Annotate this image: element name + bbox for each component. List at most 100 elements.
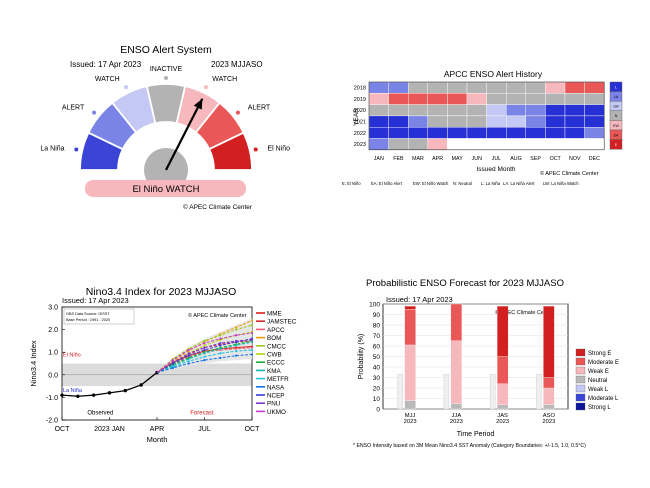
history-cell [447, 138, 468, 151]
history-cell [407, 138, 428, 151]
history-cell [486, 126, 507, 139]
plume-series-point [187, 348, 190, 352]
gauge-needle-head [193, 98, 203, 110]
plume-plot-area: -2.0 -1.0 0.0 1.0 2.0 3.0 OCT 2023 JAN APR JUL OCT… [29, 305, 297, 445]
prob-bar-segment [543, 305, 555, 378]
history-cell [525, 115, 546, 128]
plume-ylabel: Nino3.4 Index [29, 340, 38, 387]
plume-series-point [250, 346, 254, 349]
plume-series-point [187, 352, 190, 355]
history-cell [486, 93, 507, 105]
history-cell [584, 138, 605, 151]
history-year-label: 2021 [354, 120, 366, 126]
prob-climatology-bar [536, 374, 542, 410]
history-cell [466, 138, 487, 151]
history-legend-item: EW: El Niño Watch [413, 181, 449, 186]
plume-legend-label: UKMO [267, 409, 286, 416]
history-month-label: MAR [412, 156, 424, 162]
history-cell [407, 126, 428, 139]
plume-series-point [187, 357, 190, 361]
gauge-label-dot [164, 76, 168, 80]
prob-legend-swatch [575, 366, 586, 375]
prob-bar-segment [450, 403, 463, 410]
plume-legend-label: BOM [267, 335, 281, 342]
history-month-label: JAN [374, 156, 384, 162]
history-legend-item: LW: La Niña Watch [543, 181, 579, 186]
plume-ytick-label: 3.0 [48, 305, 58, 312]
prob-legend-swatch [575, 384, 586, 393]
history-cell [564, 138, 585, 151]
history-cell [505, 104, 526, 117]
history-cell [545, 138, 566, 151]
history-scale-label: EA [614, 133, 619, 137]
history-cell [564, 126, 585, 139]
gauge-season: 2023 MJJASO [211, 60, 263, 69]
history-cell [447, 104, 468, 117]
prob-ytick-label: 70 [373, 333, 381, 340]
history-cell [427, 81, 448, 94]
plume-series-point [219, 337, 222, 340]
plume-observed-point [60, 393, 64, 397]
history-scale-label: L [615, 85, 617, 89]
history-cell [486, 138, 507, 151]
history-title: APCC ENSO Alert History [444, 69, 543, 79]
history-cell [407, 104, 428, 117]
plume-series-point [171, 361, 174, 364]
prob-climatology-bar [397, 374, 403, 410]
history-xlabel: Issued Month [476, 166, 515, 173]
plume-legend-label: KMA [267, 368, 281, 375]
history-cell [525, 93, 546, 105]
prob-bar-segment [543, 404, 555, 410]
prob-ytick-label: 100 [369, 302, 380, 309]
plume-series-point [203, 346, 206, 349]
prob-bar-segment [450, 340, 463, 404]
gauge-label-dot [235, 110, 240, 115]
history-cell [368, 126, 389, 139]
history-year-label: 2019 [354, 97, 366, 103]
prob-plot-area: 0 10 20 30 40 50 60 70 80 90 100 Probability (%) Tim… [358, 302, 619, 439]
history-ylabel: YEAR [353, 108, 360, 126]
prob-ytick-label: 60 [373, 344, 381, 351]
history-cell [466, 126, 487, 139]
history-cell [388, 115, 409, 128]
history-scale-label: E [615, 143, 618, 147]
plume-el-nino-label: El Niño [63, 353, 81, 359]
prob-ylabel: Probability (%) [358, 334, 365, 380]
history-cell [466, 104, 487, 117]
prob-footnote: * ENSO Intensity based on 3M Mean Nino3.… [353, 443, 586, 449]
plume-series-point [250, 340, 254, 344]
plume-ytick-label: -1.0 [46, 395, 58, 402]
history-legend-item: E: El Niño [342, 181, 361, 186]
history-cell [466, 93, 487, 105]
prob-xtick-year: 2023 [404, 419, 417, 425]
history-cell [427, 115, 448, 128]
history-grid: 2018 2019 2020 2021 2022 2023 JAN FEB MAR APR MAY J… [354, 81, 605, 162]
history-scale-label: N [615, 114, 618, 118]
plume-legend-label: MME [267, 311, 282, 318]
plume-series-point [219, 344, 222, 347]
prob-legend-label: Neutral [588, 378, 607, 384]
plume-series-point [203, 342, 206, 345]
prob-legend-swatch [575, 402, 586, 411]
history-cell [447, 93, 468, 105]
prob-legend-label: Weak E [588, 369, 609, 375]
history-cell [388, 126, 409, 139]
plume-series-point [203, 359, 206, 362]
plume-series-point [235, 354, 238, 357]
prob-legend-label: Moderate E [588, 360, 619, 366]
history-cell [368, 138, 389, 151]
history-cell [368, 115, 389, 128]
prob-ytick-label: 90 [373, 312, 381, 319]
plume-ytick-label: -2.0 [46, 418, 58, 425]
history-cell [564, 81, 585, 94]
plume-legend-label: CMCC [267, 343, 286, 350]
plume-xtick-label: OCT [245, 426, 261, 433]
gauge-label-dot [203, 85, 208, 90]
plume-legend-label: APCC [267, 327, 285, 334]
prob-ytick-label: 40 [373, 365, 381, 372]
plume-xtick-label: 2023 JAN [94, 426, 125, 433]
prob-bar-segment [496, 305, 509, 357]
history-cell [407, 93, 428, 105]
history-scale-swatch [609, 139, 623, 150]
gauge-label: El Niño [267, 145, 290, 152]
